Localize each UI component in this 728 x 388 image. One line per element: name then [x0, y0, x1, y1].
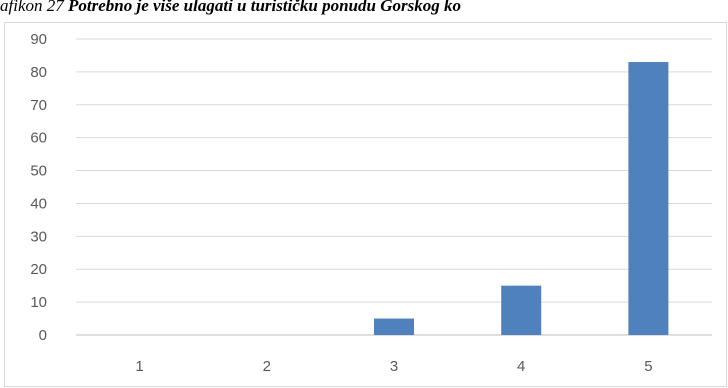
bar-3 [374, 318, 414, 335]
y-tick-label: 60 [30, 130, 47, 147]
x-tick-label: 3 [390, 358, 398, 375]
chart-frame [4, 22, 727, 387]
x-tick-label: 5 [644, 358, 652, 375]
y-tick-label: 0 [39, 327, 47, 344]
x-axis-labels: 1 2 3 4 5 [135, 358, 652, 375]
caption-title: Potrebno je više ulagati u turističku po… [63, 0, 461, 15]
y-tick-label: 50 [30, 163, 47, 180]
y-tick-label: 20 [30, 261, 47, 278]
y-tick-label: 10 [30, 294, 47, 311]
bars [374, 62, 669, 336]
y-tick-label: 70 [30, 97, 47, 114]
x-tick-label: 4 [517, 358, 525, 375]
gridlines [76, 38, 712, 336]
chart-caption: afikon 27 Potrebno je više ulagati u tur… [0, 0, 728, 20]
caption-lead: afikon 27 [0, 0, 64, 15]
x-tick-label: 1 [135, 358, 143, 375]
x-tick-label: 2 [263, 358, 271, 375]
y-tick-label: 80 [30, 64, 47, 81]
y-tick-label: 30 [30, 228, 47, 245]
bar-4 [501, 285, 542, 335]
y-axis-labels: 0 10 20 30 40 50 60 70 80 90 [30, 31, 47, 344]
bar-5 [628, 62, 669, 336]
y-tick-label: 90 [30, 31, 47, 48]
y-tick-label: 40 [30, 195, 47, 212]
